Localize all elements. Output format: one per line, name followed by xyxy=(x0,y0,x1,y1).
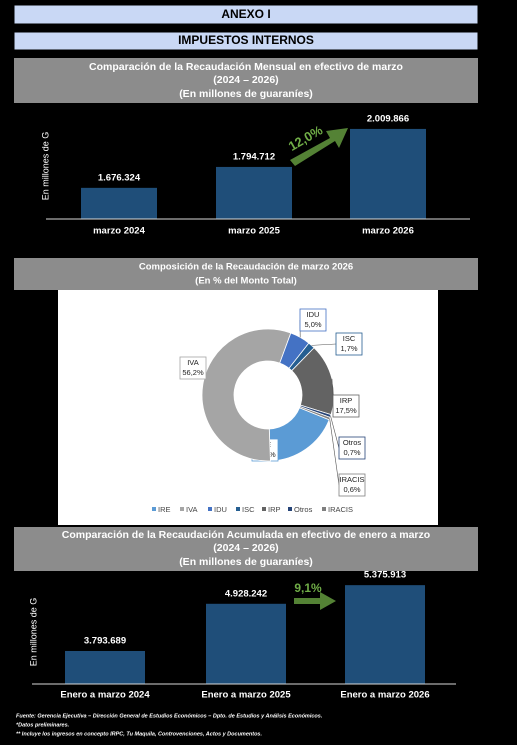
slice-value: 17,5% xyxy=(335,406,357,415)
x-tick-label: Enero a marzo 2024 xyxy=(60,690,150,701)
legend-swatch xyxy=(322,507,326,511)
footnote: *Datos preliminares. xyxy=(16,722,70,728)
x-tick-label: Enero a marzo 2025 xyxy=(201,690,291,701)
label-box xyxy=(179,356,207,380)
chart-title: Composición de la Recaudación de marzo 2… xyxy=(139,262,353,273)
bar xyxy=(81,187,157,219)
annex-title: ANEXO I xyxy=(221,7,270,21)
bar xyxy=(65,650,145,684)
slice-category: ISC xyxy=(343,334,356,343)
growth-arrow xyxy=(290,128,348,166)
legend-swatch xyxy=(262,507,266,511)
value-label: 5.375.913 xyxy=(364,570,406,581)
growth-arrow xyxy=(294,592,336,610)
label-box xyxy=(299,308,327,332)
annex-box xyxy=(13,4,479,25)
bar xyxy=(206,603,286,684)
leader-line xyxy=(329,418,340,486)
x-tick-label: Enero a marzo 2026 xyxy=(340,690,429,701)
value-label: 1.676.324 xyxy=(98,172,141,183)
section-box xyxy=(13,31,479,51)
legend-swatch xyxy=(288,507,292,511)
slice-value: 5,0% xyxy=(304,320,321,329)
donut-slice xyxy=(201,328,292,462)
value-label: 2.009.866 xyxy=(367,113,409,124)
section-title: IMPUESTOS INTERNOS xyxy=(178,33,314,47)
y-axis-label: En millones de G xyxy=(28,598,38,667)
chart-area xyxy=(58,290,438,525)
leader-line xyxy=(330,415,340,449)
footnote: ** Incluye los ingresos en concepto IRPC… xyxy=(16,731,262,737)
chart-title-box xyxy=(14,527,478,571)
legend-swatch xyxy=(236,507,240,511)
label-box xyxy=(335,332,363,356)
legend-label: IDU xyxy=(214,505,227,514)
chart-title-box xyxy=(14,258,478,290)
slice-value: 0,6% xyxy=(343,485,360,494)
chart-subtitle: (En % del Monto Total) xyxy=(195,276,297,287)
y-axis-label: En millones de G xyxy=(40,132,50,201)
chart-title-box xyxy=(14,58,478,103)
label-box xyxy=(338,436,366,460)
slice-value: 0,7% xyxy=(343,448,360,457)
slice-category: IRACIS xyxy=(339,475,364,484)
donut-slice xyxy=(299,406,331,421)
legend-label: IRACIS xyxy=(328,505,353,514)
legend-swatch xyxy=(152,507,156,511)
slice-category: IDU xyxy=(307,310,320,319)
slice-value: 56,2% xyxy=(182,368,204,377)
bar xyxy=(216,166,292,219)
legend-swatch xyxy=(208,507,212,511)
x-tick-label: marzo 2025 xyxy=(228,226,280,237)
legend-swatch xyxy=(180,507,184,511)
x-tick-label: marzo 2026 xyxy=(362,226,414,237)
chart-subtitle: (2024 – 2026) xyxy=(213,542,278,554)
value-label: 1.794.712 xyxy=(233,151,275,162)
legend-label: Otros xyxy=(294,505,313,514)
chart-unit: (En millones de guaraníes) xyxy=(179,88,313,100)
footnote: Fuente: Gerencia Ejecutiva – Dirección G… xyxy=(16,713,323,719)
slice-category: IRP xyxy=(340,396,353,405)
chart-unit: (En millones de guaraníes) xyxy=(179,556,313,568)
x-tick-label: marzo 2024 xyxy=(93,226,145,237)
slice-category: Otros xyxy=(343,438,362,447)
chart-title: Comparación de la Recaudación Acumulada … xyxy=(62,529,430,541)
slice-value: 1,7% xyxy=(340,344,357,353)
leader-line xyxy=(311,343,337,346)
chart-subtitle: (2024 – 2026) xyxy=(213,74,278,86)
legend-label: IRE xyxy=(158,505,171,514)
legend-label: IVA xyxy=(186,505,198,514)
legend-label: ISC xyxy=(242,505,255,514)
bar xyxy=(345,585,425,684)
value-label: 3.793.689 xyxy=(84,635,126,646)
label-box xyxy=(338,473,366,497)
growth-label: 9,1% xyxy=(294,581,322,595)
chart-title: Comparación de la Recaudación Mensual en… xyxy=(89,61,403,73)
value-label: 4.928.242 xyxy=(225,588,267,599)
slice-category: IVA xyxy=(187,358,199,367)
label-box xyxy=(332,394,360,418)
bar xyxy=(350,128,426,219)
legend-label: IRP xyxy=(268,505,281,514)
